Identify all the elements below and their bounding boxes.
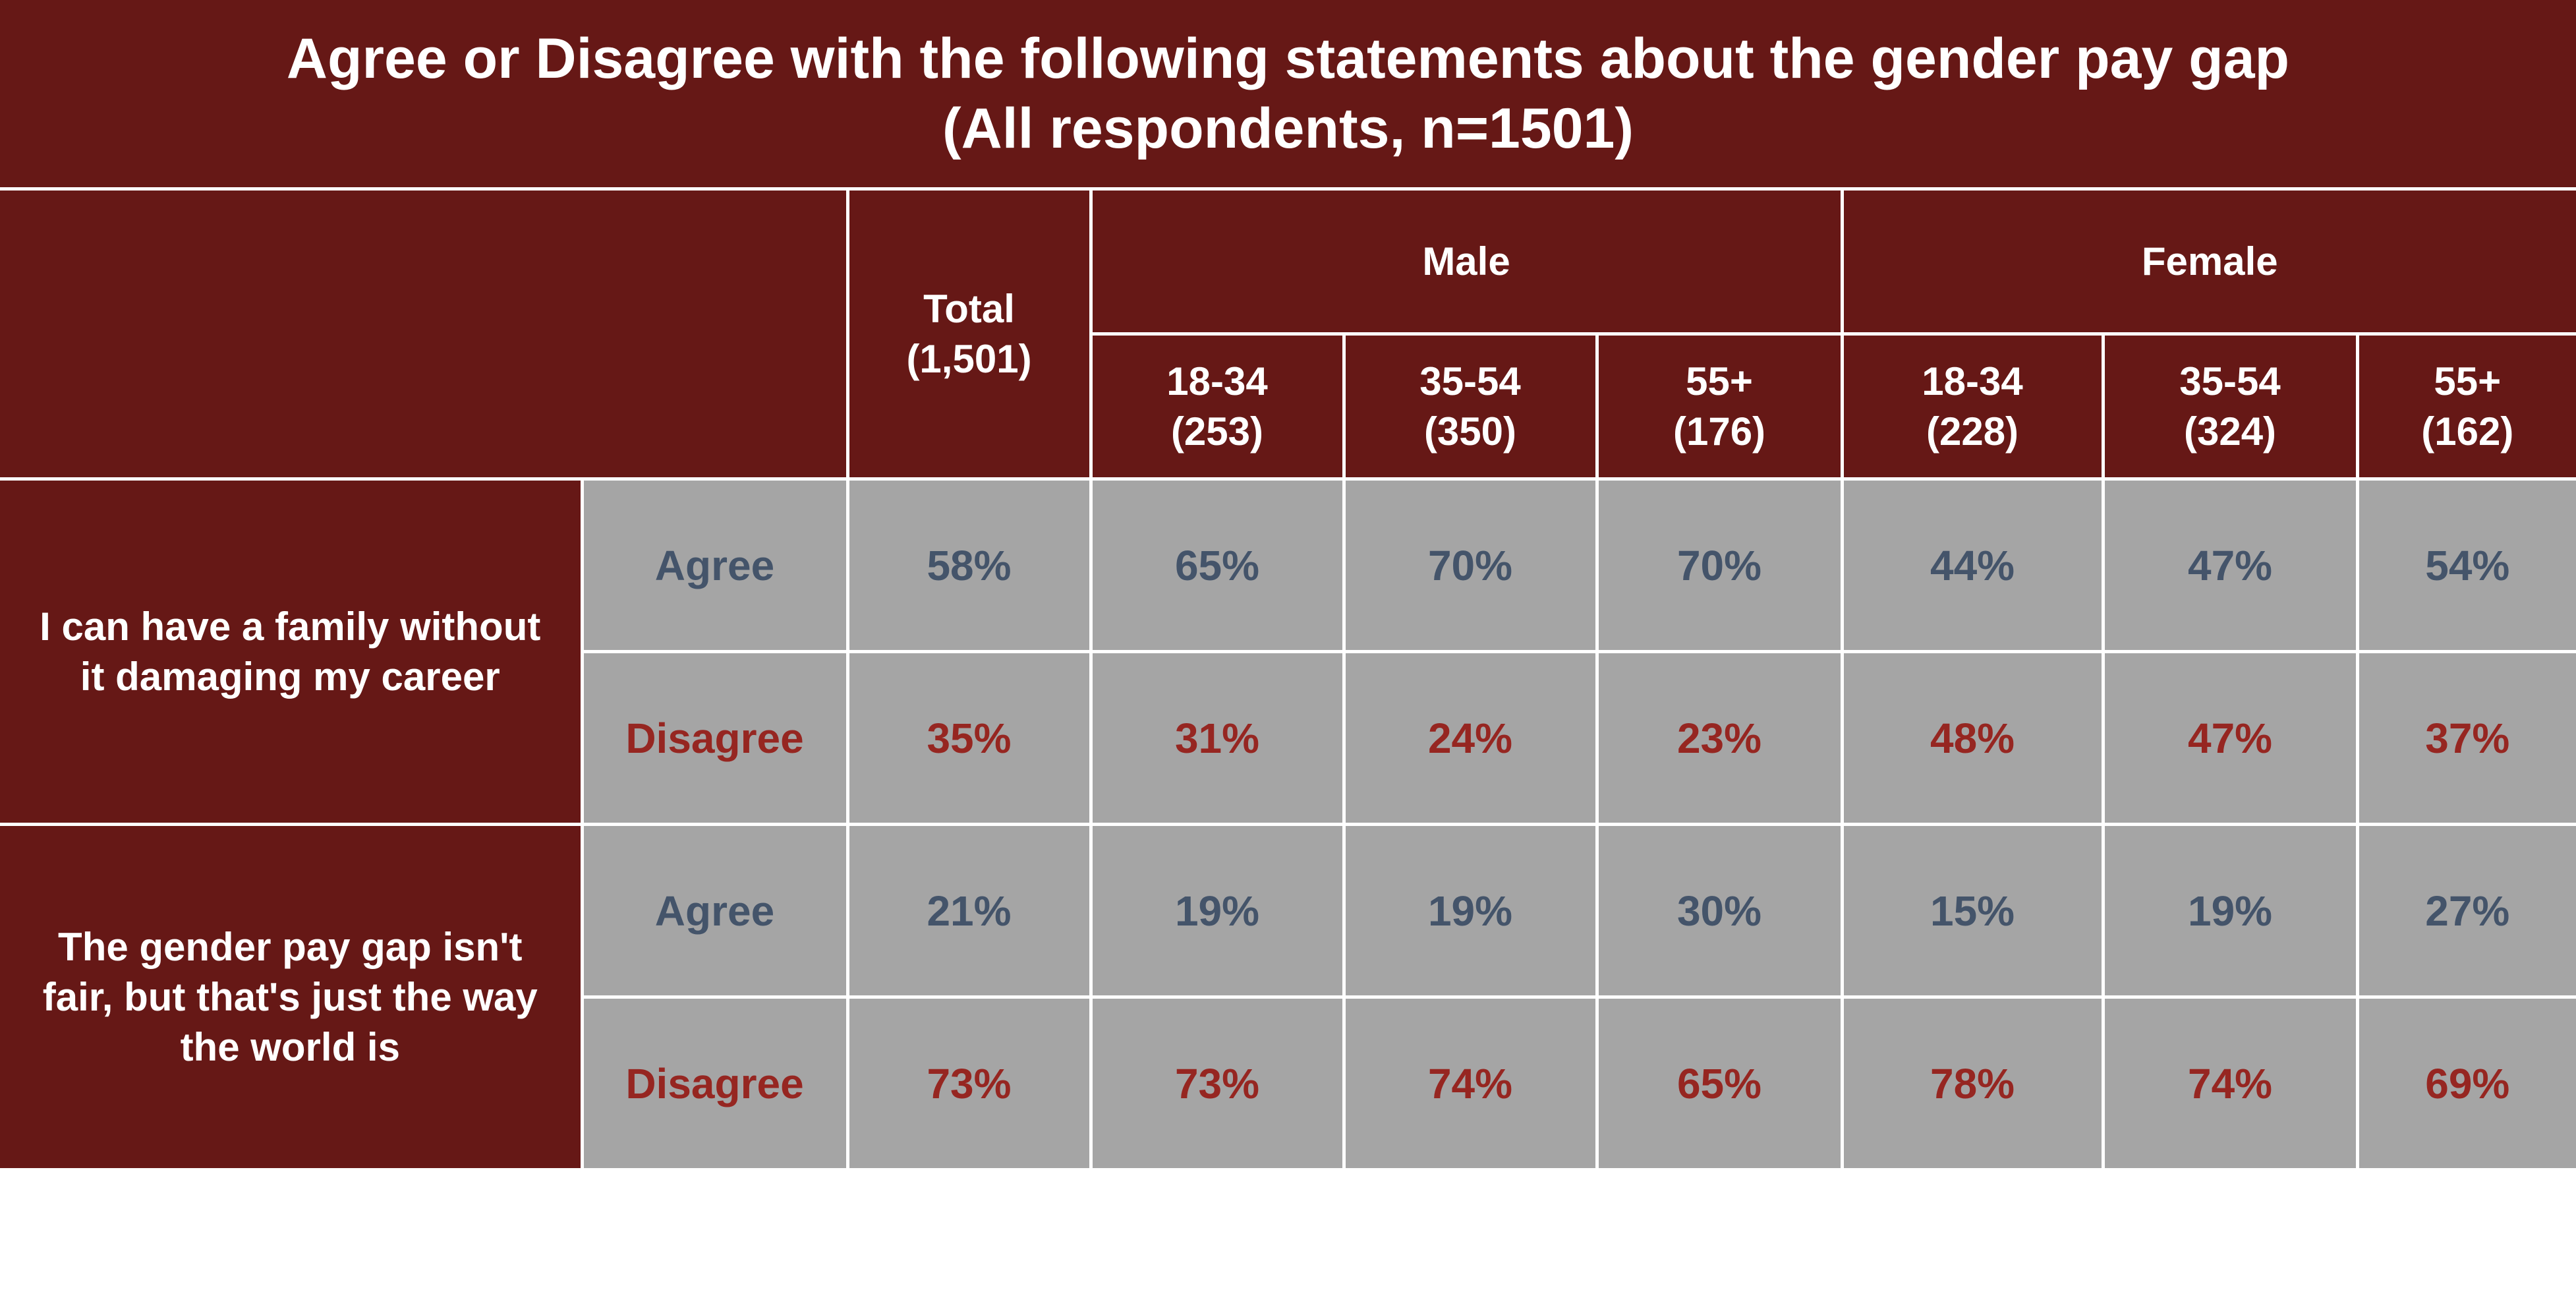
value-cell: 23%: [1595, 650, 1844, 826]
header-male-18-34: 18-34 (253): [1089, 332, 1346, 481]
value-cell: 70%: [1595, 477, 1844, 653]
header-age: 18-34: [1166, 359, 1268, 403]
value-cell: 27%: [2355, 823, 2576, 999]
header-age: 55+: [2434, 359, 2502, 403]
value-cell: 73%: [845, 995, 1093, 1171]
header-n: (176): [1673, 409, 1766, 454]
statement-label: I can have a family without it damaging …: [0, 477, 584, 826]
value-cell: 35%: [845, 650, 1093, 826]
response-label: Agree: [580, 477, 849, 653]
value-cell: 37%: [2355, 650, 2576, 826]
table-row: Disagree 35% 31% 24% 23% 48% 47% 37%: [0, 650, 2576, 826]
header-blank: [0, 187, 849, 481]
header-total-label: Total: [923, 286, 1015, 331]
header-age: 55+: [1686, 359, 1753, 403]
value-cell: 74%: [2101, 995, 2359, 1171]
value-cell: 48%: [1840, 650, 2105, 826]
header-female-35-54: 35-54 (324): [2101, 332, 2359, 481]
value-cell: 65%: [1595, 995, 1844, 1171]
header-n: (162): [2421, 409, 2514, 454]
response-label: Disagree: [580, 650, 849, 826]
table-row: The gender pay gap isn't fair, but that'…: [0, 823, 2576, 1171]
value-cell: 21%: [845, 823, 1093, 999]
value-cell: 58%: [845, 477, 1093, 653]
header-male-55plus: 55+ (176): [1595, 332, 1844, 481]
value-cell: 70%: [1342, 477, 1599, 653]
header-total-n: (1,501): [906, 336, 1032, 381]
header-n: (324): [2183, 409, 2277, 454]
response-label: Disagree: [580, 995, 849, 1171]
value-cell: 30%: [1595, 823, 1844, 999]
value-cell: 69%: [2355, 995, 2576, 1171]
value-cell: 19%: [1089, 823, 1346, 999]
table-row: I can have a family without it damaging …: [0, 477, 2576, 826]
value-cell: 47%: [2101, 477, 2359, 653]
value-cell: 24%: [1342, 650, 1599, 826]
header-n: (350): [1423, 409, 1517, 454]
value-cell: 15%: [1840, 823, 2105, 999]
response-label: Agree: [580, 823, 849, 999]
value-cell: 44%: [1840, 477, 2105, 653]
header-age: 35-54: [2179, 359, 2281, 403]
table-row: Disagree 73% 73% 74% 65% 78% 74% 69%: [0, 995, 2576, 1171]
value-cell: 54%: [2355, 477, 2576, 653]
header-male-35-54: 35-54 (350): [1342, 332, 1599, 481]
value-cell: 73%: [1089, 995, 1346, 1171]
header-female: Female: [1840, 187, 2576, 336]
title-line-2: (All respondents, n=1501): [942, 97, 1634, 160]
value-cell: 31%: [1089, 650, 1346, 826]
value-cell: 19%: [1342, 823, 1599, 999]
value-cell: 74%: [1342, 995, 1599, 1171]
title-line-1: Agree or Disagree with the following sta…: [286, 27, 2290, 90]
header-male: Male: [1089, 187, 1844, 336]
header-n: (228): [1926, 409, 2019, 454]
header-age: 35-54: [1419, 359, 1521, 403]
chart-title: Agree or Disagree with the following sta…: [0, 0, 2576, 187]
results-table: Total (1,501) Male Female 18-34 (253) 35-5…: [0, 187, 2576, 1171]
value-cell: 47%: [2101, 650, 2359, 826]
header-n: (253): [1170, 409, 1264, 454]
value-cell: 65%: [1089, 477, 1346, 653]
header-female-55plus: 55+ (162): [2355, 332, 2576, 481]
header-total: Total (1,501): [845, 187, 1093, 481]
value-cell: 78%: [1840, 995, 2105, 1171]
header-age: 18-34: [1922, 359, 2023, 403]
value-cell: 19%: [2101, 823, 2359, 999]
header-female-18-34: 18-34 (228): [1840, 332, 2105, 481]
statement-label: The gender pay gap isn't fair, but that'…: [0, 823, 584, 1171]
